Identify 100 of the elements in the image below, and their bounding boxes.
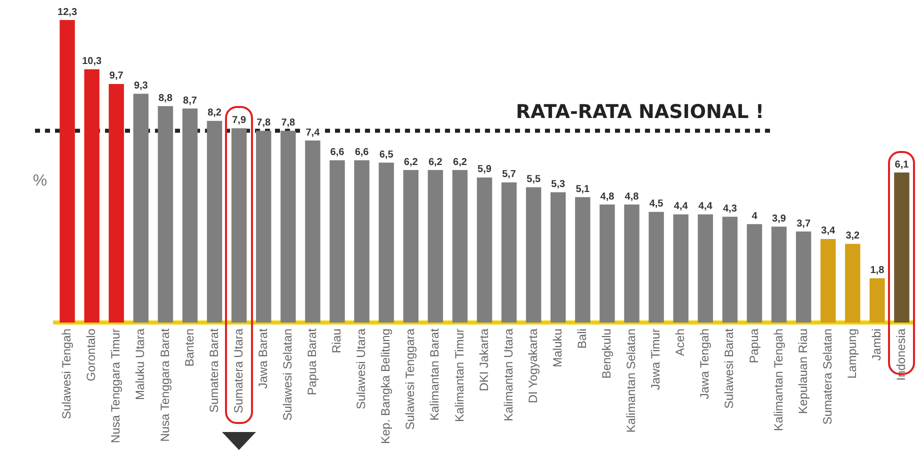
bar [428,170,444,323]
x-tick-label: Banten [182,328,196,367]
bar [403,170,418,323]
bar [60,20,75,323]
x-tick-label: DKI Jakarta [476,328,491,392]
data-label: 5,7 [502,169,516,180]
data-label: 1,8 [870,265,885,276]
data-label: 5,9 [478,164,492,176]
data-label: 12,3 [58,6,78,18]
bar [133,94,149,323]
x-tick-label: Papua Barat [305,328,320,396]
data-label: 4,4 [698,201,713,212]
bar [305,140,320,323]
x-tick-label: Aceh [673,328,688,356]
bar [330,160,345,323]
x-tick-label: Kep. Bangka Belitung [378,328,393,444]
bar [673,214,688,323]
x-tick-label: Kalimantan Barat [428,328,442,421]
x-tick-label: Kalimantan Selatan [624,328,638,433]
data-label: 5,5 [526,174,541,186]
bar [206,120,222,323]
data-label: 4,8 [600,191,615,202]
data-label: 4,8 [624,191,640,202]
data-label: 6,2 [428,156,443,168]
data-label: 4 [752,210,758,222]
bar [894,172,910,323]
data-label: 10,3 [82,56,102,67]
data-label: 6,2 [404,156,418,168]
x-tick-label: Sumatera Selatan [820,328,834,425]
x-tick-label: Sulawesi Utara [354,328,368,410]
x-tick-label: Gorontalo [84,328,98,382]
data-label: 9,7 [109,70,124,82]
data-label: 4,4 [674,201,688,212]
x-tick-label: Maluku Utara [133,328,148,400]
data-label: 4,3 [722,204,738,215]
bar [845,244,860,323]
data-label: 6,2 [453,156,468,168]
x-tick-label: Indonesia [894,328,908,381]
data-label: 3,7 [796,218,811,230]
bar [698,214,713,323]
data-label: 7,4 [306,127,320,138]
data-label: 8,2 [208,108,222,119]
x-tick-label: Kalimantan Timur [452,328,466,422]
x-tick-label: Jawa Barat [256,328,270,389]
bar [452,170,468,323]
x-tick-label: Jawa Tengah [698,328,712,400]
ref-line-label: RATA-RATA NASIONAL ! [516,101,764,124]
bar [648,212,664,323]
bar [280,130,296,323]
x-tick-label: DI Yogyakarta [526,328,540,404]
data-label: 7,9 [232,114,246,126]
x-tick-label: Bali [574,328,589,349]
x-tick-label: Papua [746,328,761,364]
data-label: 6,6 [330,146,345,158]
x-tick-label: Kalimantan Utara [501,328,516,422]
x-tick-label: Kepulauan Riau [796,328,810,414]
bar [476,177,492,323]
bar [84,69,100,323]
bar [378,162,394,323]
bar [722,216,738,323]
x-tick-label: Maluku [550,328,564,368]
x-tick-label: Sumatera Barat [206,328,221,413]
data-label: 5,3 [551,178,566,190]
x-tick-label: Sulawesi Tengah [60,328,74,420]
bar [796,232,812,323]
x-tick-label: Kalimantan Tengah [771,328,786,432]
bar [600,204,615,323]
bar [624,204,640,323]
bar [575,197,590,323]
x-tick-label: Nusa Tenggara Timur [108,328,123,444]
data-label: 9,3 [134,80,148,92]
x-tick-label: Sumatera Utara [231,328,246,414]
x-tick-label: Lampung [844,328,859,379]
data-label: 3,2 [846,230,860,242]
data-label: 6,1 [894,159,910,170]
data-label: 7,8 [256,117,271,128]
data-label: 4,5 [649,198,664,210]
x-tick-label: Riau [330,328,344,354]
y-axis-title: % [32,172,48,190]
data-label: 5,1 [576,184,590,195]
data-label: 7,8 [281,117,296,128]
bar [550,192,566,323]
bar [870,278,885,323]
data-label: 8,7 [183,95,198,106]
x-tick-label: Bengkulu [600,328,614,379]
bar [182,108,198,323]
bar [231,128,247,323]
bar [501,182,517,323]
bar [526,187,542,323]
x-tick-label: Sulawesi Selatan [280,328,294,421]
data-label: 6,6 [354,146,370,158]
data-label: 3,9 [772,213,786,224]
x-tick-label: Sulawesi Barat [722,328,736,409]
bar [354,160,370,323]
bar [771,226,787,323]
bar [256,130,272,323]
bar [158,106,174,323]
bar [746,224,762,323]
bar [820,238,836,323]
x-tick-label: Nusa Tenggara Barat [158,328,172,442]
